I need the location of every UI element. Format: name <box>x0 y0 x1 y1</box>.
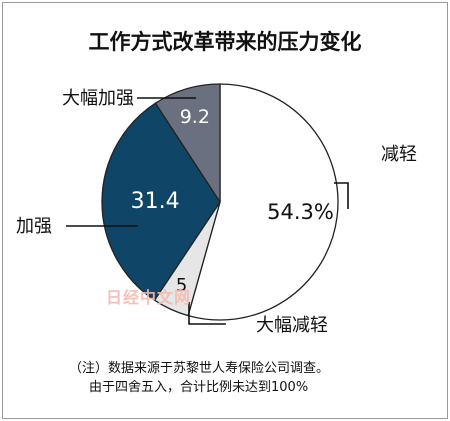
category-label-reduced: 减轻 <box>381 144 417 165</box>
pie-slice-increased <box>101 102 221 301</box>
pie-slice-greatly-increased <box>154 83 221 203</box>
pie-slice-reduced <box>187 83 339 321</box>
leader-line-greatly-reduced <box>188 302 226 325</box>
watermark-logo: 日经中文网 <box>106 288 192 307</box>
value-label-greatly-increased: 9.2 <box>180 106 210 128</box>
value-label-greatly-reduced: 5 <box>176 275 187 296</box>
value-label-increased: 31.4 <box>131 189 180 214</box>
footnote-source: （注）数据来源于苏黎世人寿保险公司调查。 <box>69 361 330 376</box>
footnote-rounding: 由于四舍五入，合计比例未达到100% <box>89 380 309 395</box>
category-label-increased: 加强 <box>16 216 52 237</box>
category-label-greatly-increased: 大幅加强 <box>62 88 134 109</box>
category-label-greatly-reduced: 大幅减轻 <box>256 315 328 336</box>
value-label-reduced: 54.3% <box>267 200 334 224</box>
leader-line-reduced <box>334 182 349 209</box>
chart-title: 工作方式改革带来的压力变化 <box>88 30 362 54</box>
